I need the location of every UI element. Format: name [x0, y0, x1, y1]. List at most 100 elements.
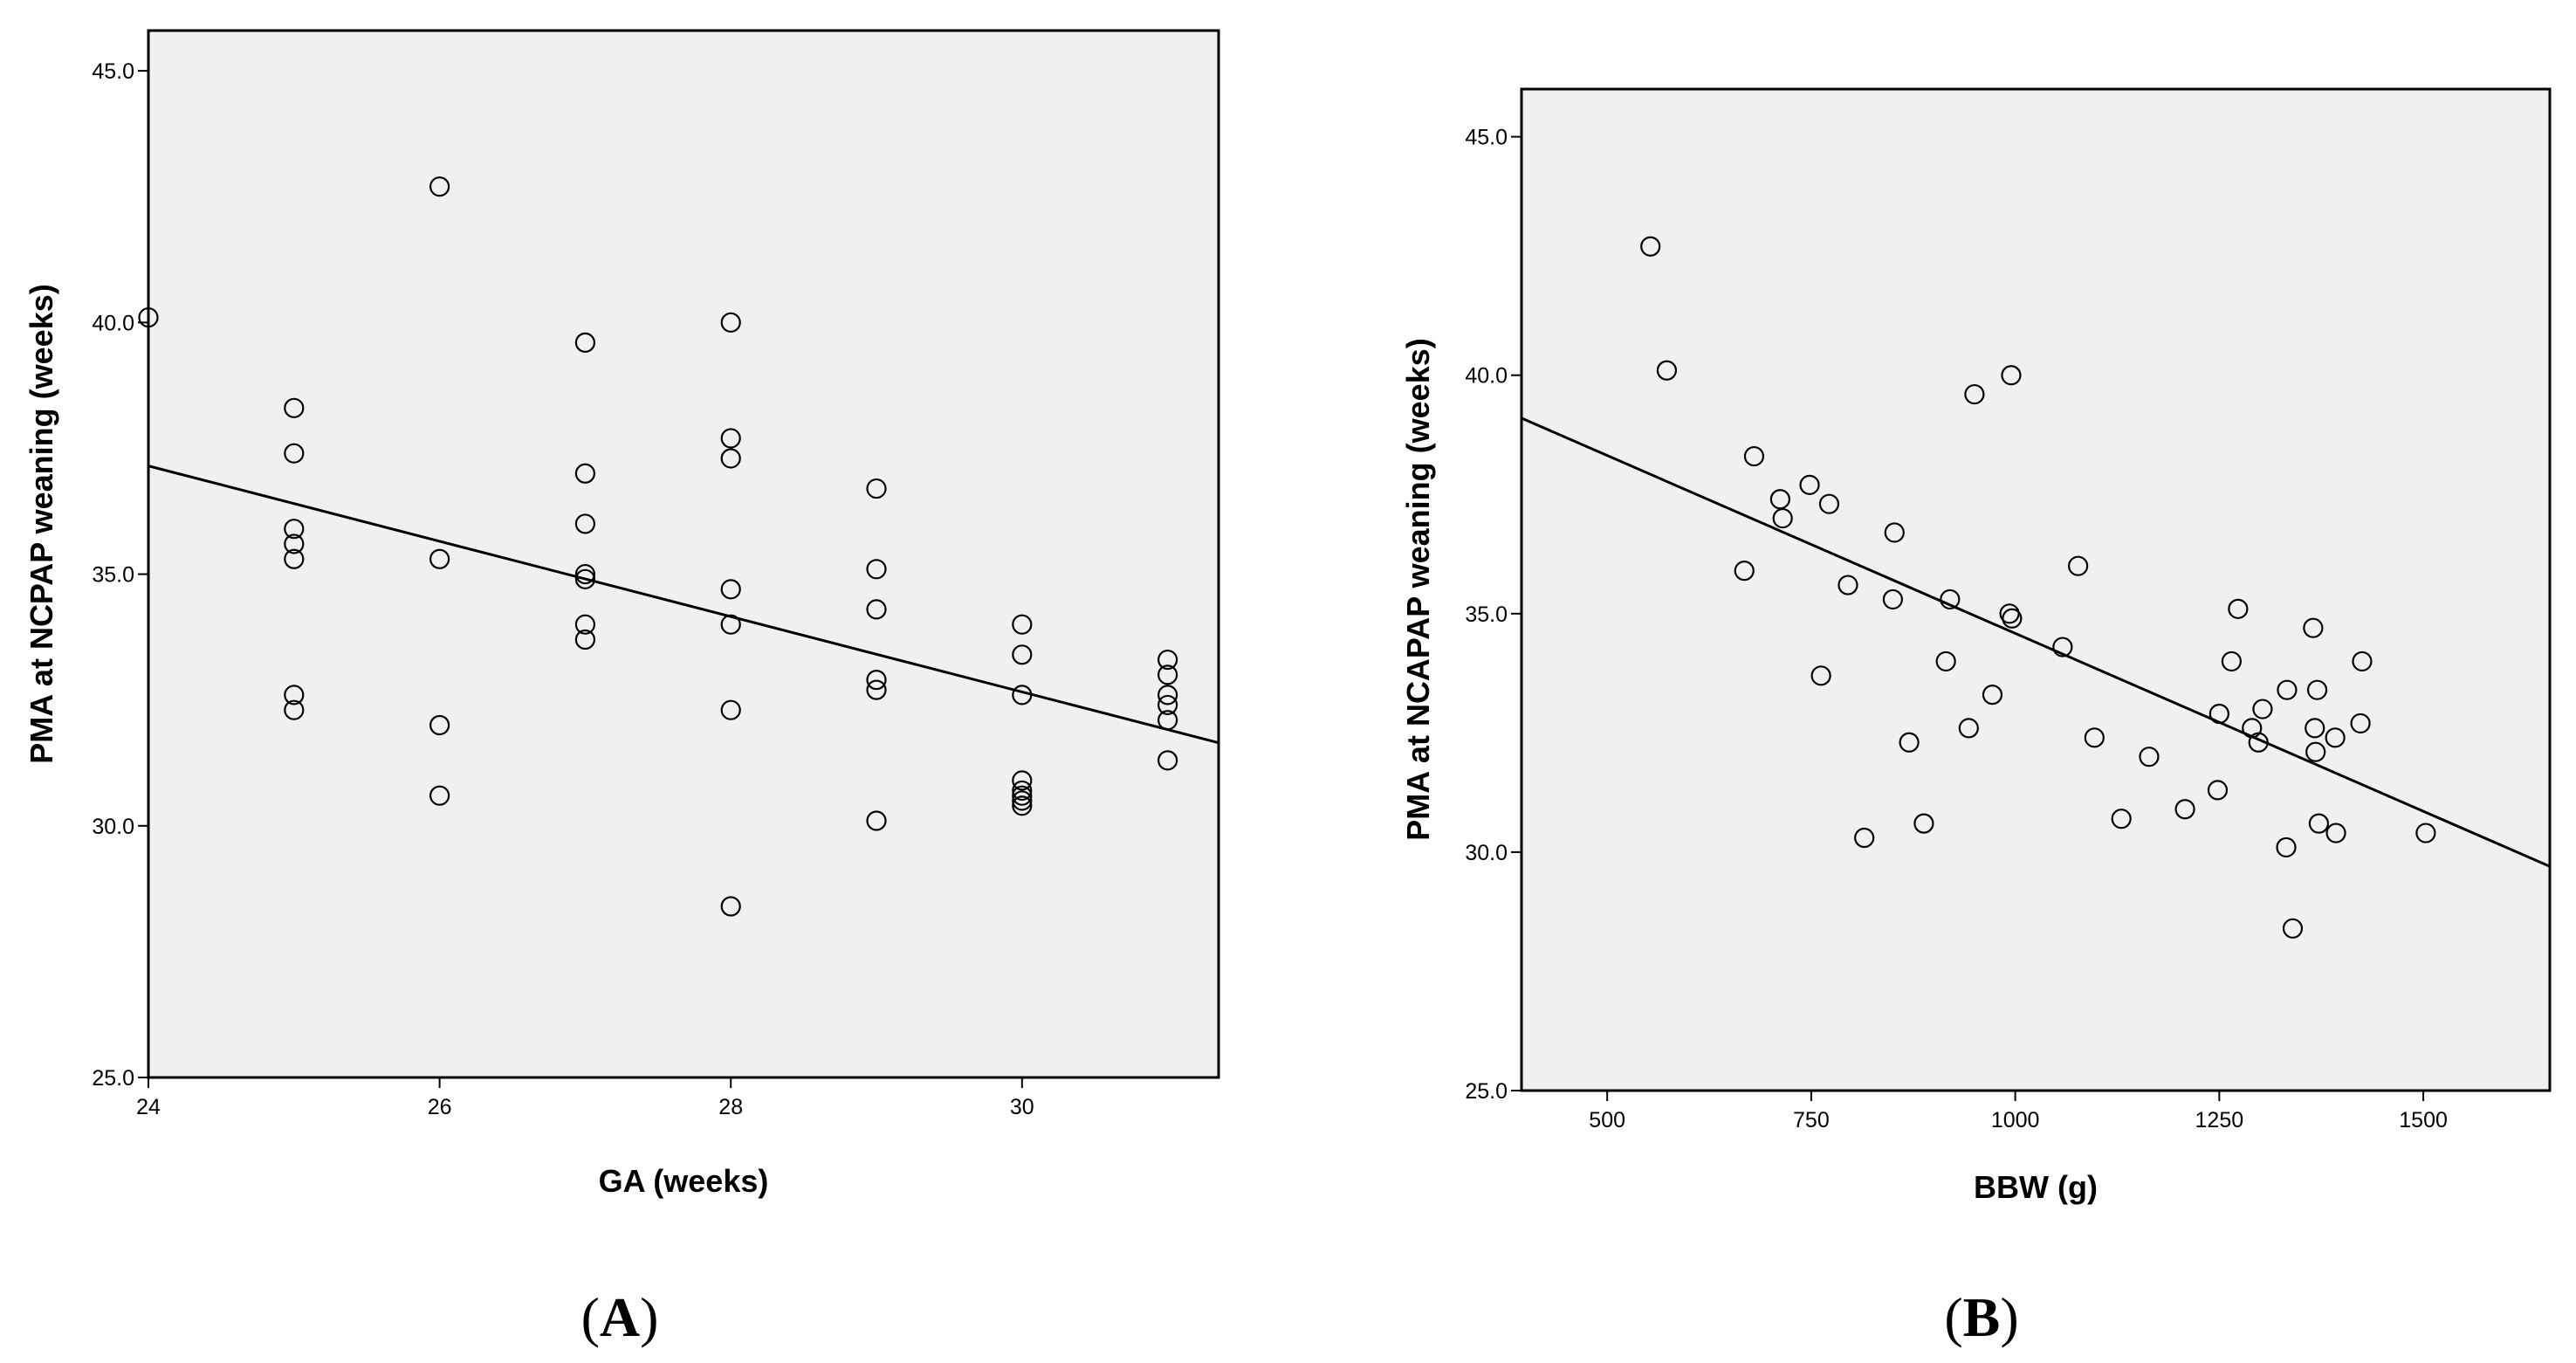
- x-tick-label: 30: [1010, 1095, 1034, 1119]
- panel-a-y-axis-title: PMA at NCPAP weaning (weeks): [24, 284, 59, 763]
- x-tick-label: 28: [718, 1095, 743, 1119]
- data-point: [2305, 718, 2325, 739]
- data-point: [720, 579, 741, 600]
- data-point: [574, 332, 596, 353]
- panel-a-letter: A: [600, 1286, 640, 1348]
- data-point: [2277, 679, 2298, 700]
- data-point: [866, 679, 887, 700]
- data-point: [1940, 589, 1961, 610]
- y-tick-label: 45.0: [92, 59, 134, 84]
- data-point: [1810, 665, 1831, 686]
- data-point: [1769, 489, 1790, 510]
- panel-a-scatter-chart: 25.030.035.040.045.024 26 28 30 GA (weeks) …: [24, 29, 1220, 1348]
- data-point: [1964, 383, 1985, 405]
- data-point: [2352, 651, 2373, 672]
- data-point: [1012, 785, 1033, 806]
- data-point: [2305, 741, 2326, 762]
- data-point: [284, 699, 305, 720]
- data-point: [2221, 651, 2242, 672]
- panel-b-plot-area: [1520, 87, 2552, 1092]
- panel-b-y-axis-title: PMA at NCAPAP weaning (weeks): [1400, 338, 1436, 840]
- data-point: [429, 548, 450, 569]
- data-point: [720, 896, 741, 917]
- data-point: [1838, 575, 1858, 595]
- data-point: [2002, 608, 2023, 629]
- y-tick-label: 25.0: [92, 1066, 134, 1091]
- data-point: [429, 176, 450, 197]
- data-point: [284, 685, 305, 706]
- data-point: [2207, 780, 2229, 801]
- data-point: [2228, 598, 2249, 619]
- y-tick-label: 35.0: [92, 563, 134, 588]
- x-tick-label: 1250: [2195, 1108, 2244, 1132]
- data-point: [574, 614, 596, 635]
- data-point: [284, 548, 305, 569]
- data-point: [284, 443, 305, 464]
- data-point: [1772, 507, 1793, 529]
- data-point: [1743, 445, 1765, 467]
- data-point: [2325, 727, 2346, 748]
- data-point: [284, 519, 305, 540]
- panel-b-letter: B: [1963, 1286, 2001, 1348]
- data-point: [2350, 712, 2371, 734]
- x-tick-label: 1500: [2399, 1108, 2448, 1132]
- data-point: [1012, 790, 1033, 811]
- data-point: [2111, 809, 2132, 830]
- x-tick-label: 750: [1793, 1108, 1830, 1132]
- y-tick-label: 40.0: [1465, 364, 1508, 389]
- y-tick-label: 40.0: [92, 311, 134, 335]
- data-point: [284, 533, 305, 554]
- data-point: [1854, 827, 1875, 849]
- data-point: [1935, 651, 1956, 672]
- panel-a-ticks: 25.0 30.0 35.0 40.0 45.0 24 26 28 30: [92, 59, 1034, 1119]
- data-point: [574, 463, 596, 484]
- panel-a-plot-area: [147, 29, 1220, 1079]
- y-tick-label: 35.0: [1465, 602, 1508, 627]
- data-point: [2325, 823, 2346, 843]
- data-point: [1958, 718, 1979, 739]
- data-point: [2303, 617, 2324, 638]
- data-point: [2282, 918, 2304, 939]
- y-tick-label: 25.0: [1465, 1079, 1508, 1104]
- data-point: [1656, 360, 1678, 381]
- panel-a-points: [138, 176, 1178, 917]
- data-point: [2174, 799, 2195, 820]
- data-point: [1982, 685, 2003, 706]
- panel-b-points: [1640, 236, 2436, 939]
- data-point: [2001, 365, 2022, 386]
- data-point: [1157, 685, 1178, 706]
- data-point: [2052, 637, 2073, 657]
- panel-b-x-axis-title: BBW (g): [1974, 1169, 2098, 1205]
- data-point: [866, 810, 887, 831]
- x-tick-label: 500: [1589, 1108, 1625, 1132]
- data-point: [2276, 836, 2297, 858]
- panel-b-scatter-chart: 25.0 30.0 35.0 40.0 45.0 500 750 1000 1250 1500 B…: [1400, 87, 2552, 1348]
- panel-a-x-axis-title: GA (weeks): [599, 1163, 769, 1199]
- data-point: [2139, 747, 2160, 768]
- panel-b-label: (B): [1944, 1286, 2018, 1348]
- data-point: [574, 513, 596, 534]
- data-point: [2068, 555, 2089, 576]
- data-point: [866, 478, 887, 499]
- data-point: [1012, 770, 1033, 791]
- data-point: [2415, 823, 2436, 843]
- data-point: [574, 568, 596, 589]
- data-point: [2306, 679, 2328, 700]
- data-point: [1157, 694, 1178, 716]
- data-point: [429, 714, 450, 736]
- data-point: [429, 785, 450, 806]
- data-point: [1818, 493, 1840, 514]
- x-tick-label: 1000: [1991, 1108, 2040, 1132]
- data-point: [720, 428, 741, 449]
- data-point: [720, 448, 741, 469]
- data-point: [866, 599, 887, 620]
- x-tick-label: 26: [428, 1095, 452, 1119]
- data-point: [1899, 732, 1920, 753]
- data-point: [2308, 813, 2330, 834]
- panel-a-regression-line: [148, 465, 1219, 745]
- data-point: [2252, 699, 2273, 719]
- data-point: [1157, 664, 1178, 685]
- data-point: [1799, 474, 1820, 495]
- data-point: [720, 699, 741, 720]
